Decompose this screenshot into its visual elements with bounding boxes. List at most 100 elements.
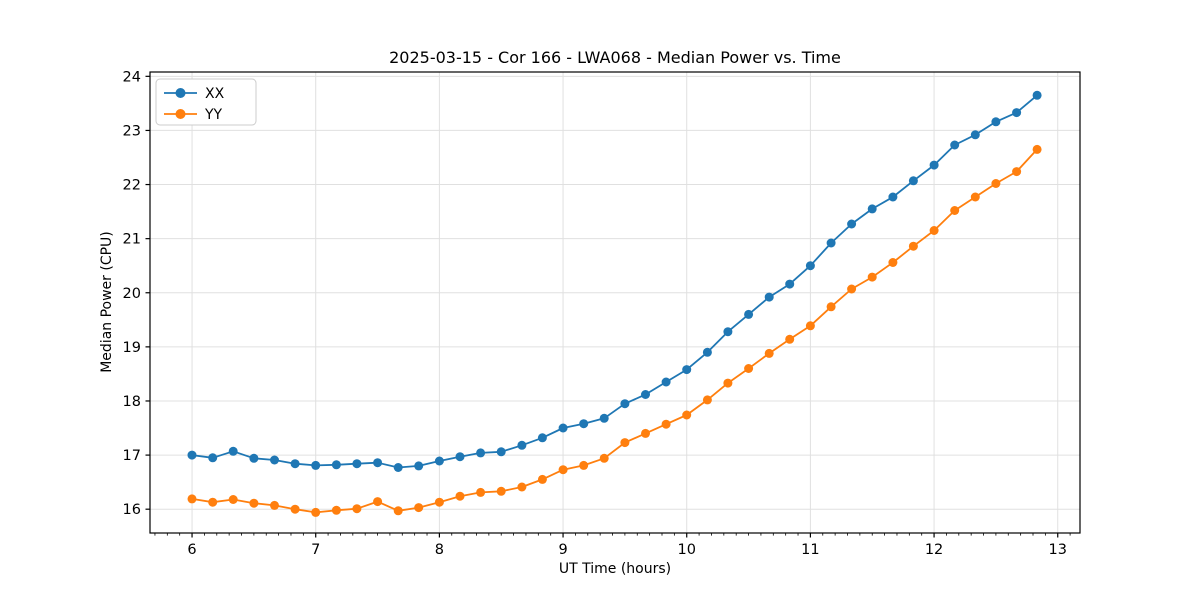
series-XX-marker [434, 456, 444, 466]
series-YY-marker [888, 258, 898, 267]
series-YY-marker [641, 428, 650, 438]
series-XX-marker [476, 448, 486, 458]
series-YY-marker [517, 482, 527, 492]
x-tick-label: 11 [801, 542, 819, 558]
series-XX-marker [970, 130, 980, 140]
series-YY-marker [702, 395, 712, 405]
x-tick-label: 7 [311, 542, 320, 558]
series-YY-marker [393, 506, 403, 516]
y-axis: 16 17 18 19 20 21 22 23 24 [123, 69, 150, 518]
x-tick-label: 9 [558, 542, 567, 558]
series-YY-marker [558, 465, 568, 475]
legend-marker [175, 109, 186, 119]
series-XX-marker [847, 219, 857, 229]
series-XX-marker [187, 450, 197, 460]
series-YY-marker [847, 284, 857, 294]
series-YY-marker [867, 272, 877, 282]
y-tick-label: 21 [123, 232, 141, 248]
series-XX-marker [393, 463, 403, 472]
y-tick-label: 20 [123, 286, 141, 302]
series-YY-marker [434, 497, 444, 507]
series-XX-marker [950, 140, 960, 150]
series-XX-marker [702, 347, 712, 357]
y-tick-label: 22 [123, 178, 141, 194]
y-tick-label: 18 [123, 394, 141, 410]
series-XX-marker [373, 458, 383, 468]
series-XX-marker [331, 460, 341, 470]
series-YY-marker [723, 378, 733, 388]
series-YY-marker [1032, 144, 1042, 154]
series-XX-marker [888, 192, 898, 202]
y-tick-label: 16 [123, 502, 141, 518]
series-XX-marker [311, 460, 321, 470]
series-YY-marker [785, 334, 795, 344]
x-axis: 6 7 8 9 10 11 12 13 [187, 533, 1067, 558]
series-YY-marker [537, 474, 547, 484]
x-tick-label: 10 [678, 542, 696, 558]
series-YY-marker [290, 504, 300, 514]
series-XX-marker [641, 390, 650, 399]
series-YY-marker [929, 226, 939, 235]
series-YY-marker [661, 419, 671, 429]
series-XX-marker [496, 447, 506, 457]
series-XX-marker [455, 452, 465, 462]
series-XX-marker [929, 160, 939, 170]
series-XX-marker [1032, 90, 1042, 100]
series-YY-marker [682, 410, 692, 420]
series-YY-line [191, 148, 1038, 514]
series-XX-marker [867, 204, 877, 214]
y-tick-label: 19 [123, 340, 141, 356]
series-XX-marker [744, 309, 754, 319]
series-XX-marker [270, 455, 279, 465]
series-YY-marker [950, 206, 960, 215]
plot-frame [149, 71, 1081, 534]
x-tick-label: 8 [435, 542, 444, 558]
series-YY-marker [805, 321, 815, 331]
series-XX-marker [620, 399, 630, 409]
series-XX [187, 90, 1042, 472]
series-XX-marker [764, 292, 774, 302]
series-XX-marker [352, 459, 362, 469]
series-XX-marker [228, 446, 238, 456]
series-YY-marker [228, 495, 238, 504]
series-XX-line [191, 94, 1038, 469]
series-XX-marker [249, 453, 259, 463]
series-XX-marker [991, 117, 1001, 127]
series-XX-marker [805, 261, 815, 271]
series-YY-marker [270, 500, 279, 510]
series-YY-marker [991, 179, 1001, 188]
legend-marker [175, 88, 186, 98]
series-YY-marker [599, 453, 609, 463]
series-XX-marker [785, 279, 795, 289]
grid [150, 72, 1080, 533]
series-YY-marker [352, 504, 362, 514]
x-axis-label: UT Time (hours) [558, 561, 672, 577]
x-tick-label: 13 [1049, 542, 1067, 558]
series-YY-marker [455, 491, 465, 501]
y-tick-label: 24 [123, 69, 141, 85]
series-XX-marker [579, 419, 589, 429]
series-YY-marker [620, 438, 630, 448]
series-YY-marker [970, 192, 980, 202]
series-YY-marker [331, 505, 341, 515]
series-YY-marker [826, 302, 836, 312]
series-YY [187, 144, 1042, 517]
series-XX-marker [517, 440, 527, 450]
series-YY-marker [1012, 167, 1022, 177]
series-XX-marker [537, 433, 547, 443]
legend-label: YY [204, 107, 223, 123]
series-XX-marker [908, 176, 918, 186]
series-XX-marker [826, 238, 836, 248]
y-tick-label: 23 [123, 123, 141, 139]
series-YY-marker [579, 460, 589, 470]
series-YY-marker [476, 487, 486, 497]
series-XX-marker [558, 423, 568, 433]
chart-title: 2025-03-15 - Cor 166 - LWA068 - Median P… [389, 48, 841, 67]
series-XX-marker [208, 453, 218, 463]
series-XX-marker [414, 461, 424, 471]
legend-item-YY: YY [164, 107, 223, 123]
x-tick-label: 12 [925, 542, 943, 558]
legend-label: XX [205, 86, 225, 102]
series-XX-marker [723, 327, 733, 337]
